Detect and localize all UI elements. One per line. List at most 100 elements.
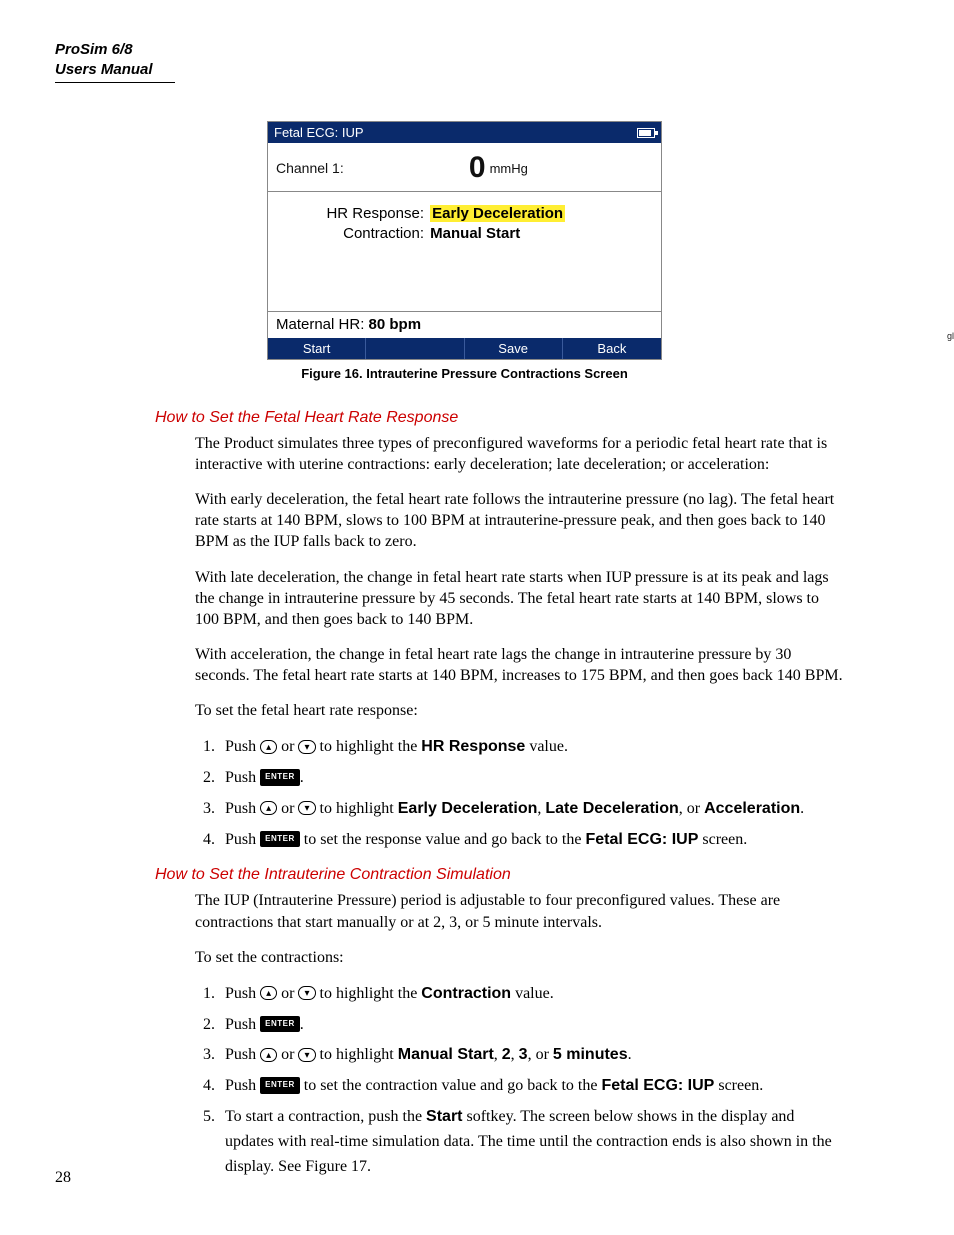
section-title-fhr: How to Set the Fetal Heart Rate Response (155, 409, 874, 427)
body-paragraph: To set the contractions: (195, 947, 844, 968)
softkey-bar: Start Save Back (268, 338, 661, 359)
maternal-label: Maternal HR: (276, 316, 364, 333)
header-line-2: Users Manual (55, 60, 175, 80)
step-text: to set the contraction value and go back… (300, 1077, 602, 1094)
device-title: Fetal ECG: IUP (274, 125, 364, 140)
maternal-row: Maternal HR: 80 bpm (268, 311, 661, 338)
step-bold: 3 (519, 1046, 528, 1063)
step-text: or (277, 1046, 298, 1063)
steps-list-iuc: Push ▴ or ▾ to highlight the Contraction… (195, 982, 844, 1180)
step-text: Push (225, 985, 260, 1002)
step-bold: Acceleration (704, 800, 800, 817)
step-item: Push ▴ or ▾ to highlight Manual Start, 2… (219, 1043, 844, 1068)
step-text: Push (225, 800, 260, 817)
step-text: to set the response value and go back to… (300, 831, 586, 848)
softkey-back[interactable]: Back (563, 338, 661, 359)
enter-key-icon: ENTER (260, 769, 300, 785)
enter-key-icon: ENTER (260, 1016, 300, 1032)
step-item: To start a contraction, push the Start s… (219, 1105, 844, 1179)
softkey-save[interactable]: Save (465, 338, 563, 359)
up-button-icon: ▴ (260, 986, 277, 1000)
step-text: . (628, 1046, 632, 1063)
step-text: value. (525, 738, 568, 755)
softkey-start[interactable]: Start (268, 338, 366, 359)
step-item: Push ENTER. (219, 766, 844, 791)
step-text: . (300, 1016, 304, 1033)
step-text: Push (225, 831, 260, 848)
channel-label: Channel 1: (276, 160, 344, 176)
step-text: or (277, 800, 298, 817)
step-item: Push ENTER. (219, 1013, 844, 1038)
page-number: 28 (55, 1169, 71, 1187)
contraction-label: Contraction: (276, 225, 426, 242)
enter-key-icon: ENTER (260, 831, 300, 847)
step-bold: Manual Start (398, 1046, 494, 1063)
step-item: Push ▴ or ▾ to highlight the HR Response… (219, 735, 844, 760)
up-button-icon: ▴ (260, 1048, 277, 1062)
channel-value: 0 (469, 151, 490, 184)
step-bold: Fetal ECG: IUP (601, 1077, 714, 1094)
step-text: , or (679, 800, 704, 817)
step-item: Push ENTER to set the response value and… (219, 828, 844, 853)
step-text: or (277, 738, 298, 755)
softkey-blank (366, 338, 464, 359)
step-text: Push (225, 1077, 260, 1094)
up-button-icon: ▴ (260, 801, 277, 815)
step-bold: 5 minutes (553, 1046, 628, 1063)
body-paragraph: With late deceleration, the change in fe… (195, 567, 844, 630)
steps-list-fhr: Push ▴ or ▾ to highlight the HR Response… (195, 735, 844, 852)
step-text: To start a contraction, push the (225, 1108, 426, 1125)
enter-key-icon: ENTER (260, 1077, 300, 1093)
down-button-icon: ▾ (298, 740, 315, 754)
step-item: Push ▴ or ▾ to highlight Early Decelerat… (219, 797, 844, 822)
step-text: value. (511, 985, 554, 1002)
channel-unit: mmHg (490, 161, 528, 176)
maternal-value: 80 bpm (369, 316, 422, 333)
battery-icon (637, 128, 655, 138)
body-paragraph: The IUP (Intrauterine Pressure) period i… (195, 890, 844, 932)
step-text: to highlight (316, 1046, 398, 1063)
header-line-1: ProSim 6/8 (55, 40, 175, 60)
hr-response-value: Early Deceleration (430, 205, 565, 222)
hr-response-label: HR Response: (276, 205, 426, 222)
step-text: to highlight the (316, 985, 422, 1002)
body-paragraph: To set the fetal heart rate response: (195, 700, 844, 721)
step-bold: HR Response (421, 738, 525, 755)
step-text: Push (225, 738, 260, 755)
step-text: , (494, 1046, 502, 1063)
step-text: Push (225, 1046, 260, 1063)
step-text: screen. (698, 831, 747, 848)
step-text: , or (528, 1046, 553, 1063)
step-text: . (800, 800, 804, 817)
image-filename: glh026.bmp (947, 331, 954, 341)
down-button-icon: ▾ (298, 801, 315, 815)
body-paragraph: With early deceleration, the fetal heart… (195, 489, 844, 552)
step-bold: Contraction (421, 985, 511, 1002)
up-button-icon: ▴ (260, 740, 277, 754)
device-body: HR Response: Early Deceleration Contract… (268, 192, 661, 311)
figure-caption: Figure 16. Intrauterine Pressure Contrac… (55, 366, 874, 381)
step-text: Push (225, 1016, 260, 1033)
step-text: or (277, 985, 298, 1002)
step-text: . (300, 769, 304, 786)
step-bold: 2 (502, 1046, 511, 1063)
step-text: screen. (714, 1077, 763, 1094)
step-item: Push ENTER to set the contraction value … (219, 1074, 844, 1099)
down-button-icon: ▾ (298, 986, 315, 1000)
channel-row: Channel 1: 0mmHg (268, 143, 661, 192)
down-button-icon: ▾ (298, 1048, 315, 1062)
step-bold: Early Deceleration (398, 800, 538, 817)
device-screenshot: Fetal ECG: IUP Channel 1: 0mmHg HR Respo… (267, 121, 662, 360)
step-text: Push (225, 769, 260, 786)
step-bold: Fetal ECG: IUP (585, 831, 698, 848)
step-text: to highlight the (316, 738, 422, 755)
page-header: ProSim 6/8 Users Manual (55, 40, 175, 83)
step-text: to highlight (316, 800, 398, 817)
step-bold: Start (426, 1108, 462, 1125)
body-paragraph: The Product simulates three types of pre… (195, 433, 844, 475)
step-text: , (511, 1046, 519, 1063)
section-title-iuc: How to Set the Intrauterine Contraction … (155, 866, 874, 884)
step-item: Push ▴ or ▾ to highlight the Contraction… (219, 982, 844, 1007)
body-paragraph: With acceleration, the change in fetal h… (195, 644, 844, 686)
step-bold: Late Deceleration (545, 800, 678, 817)
